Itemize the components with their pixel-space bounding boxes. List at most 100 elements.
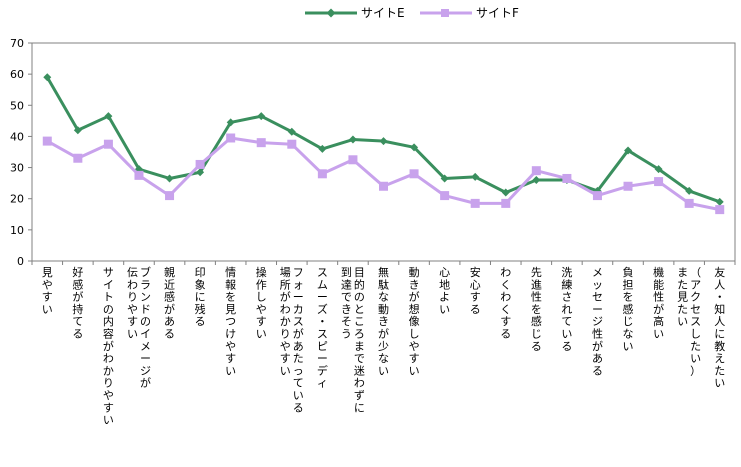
- x-category-text: フォーカスがあたっている: [293, 266, 304, 414]
- data-point: [73, 126, 82, 135]
- y-axis: 0 10 20 30 40 50 60 70: [10, 37, 32, 268]
- data-point: [134, 170, 144, 180]
- x-category-label: 情報を見つけやすい: [225, 266, 236, 377]
- data-point: [256, 138, 266, 148]
- x-category-label: 動きが想像しやすい: [409, 265, 420, 377]
- x-category-label: （アクセスしたい）また見たい: [677, 266, 701, 377]
- plot-border: [31, 42, 736, 262]
- x-category-text: 機能性が高い: [653, 265, 664, 341]
- x-category-text: 親近感がある: [164, 266, 175, 341]
- x-category-text: 到達できそう: [341, 266, 352, 341]
- x-category-text: サイトの内容がわかりやすい: [103, 266, 114, 427]
- x-category-text: 印象に残る: [195, 266, 206, 328]
- x-category-label: 操作しやすい: [256, 265, 267, 341]
- x-category-text: 洗練されている: [561, 266, 572, 353]
- data-point: [685, 186, 694, 195]
- data-point: [287, 127, 296, 136]
- x-category-label: メッセージ性がある: [592, 266, 603, 377]
- legend-label-f: サイトF: [476, 6, 519, 20]
- x-category-label: 印象に残る: [195, 266, 206, 328]
- x-category-text: 見やすい: [42, 266, 53, 316]
- x-category-label: 洗練されている: [561, 266, 572, 353]
- y-tick-label: 0: [17, 255, 24, 268]
- y-tick-label: 30: [10, 162, 24, 175]
- data-point: [623, 181, 633, 191]
- data-point: [317, 169, 327, 179]
- y-tick-label: 20: [10, 193, 24, 206]
- x-category-label: 先進性を感じる: [531, 266, 542, 353]
- data-point: [562, 173, 572, 183]
- data-point: [42, 136, 52, 146]
- data-point: [287, 139, 297, 149]
- data-point: [654, 177, 664, 187]
- x-category-label: 安心する: [470, 265, 481, 316]
- data-point: [165, 191, 175, 201]
- x-category-text: 目的のところまで迷わずに: [354, 266, 365, 414]
- data-point: [471, 172, 480, 181]
- data-point: [318, 144, 327, 153]
- data-point: [410, 143, 419, 152]
- x-category-label: 心地よい: [439, 266, 450, 316]
- legend: サイトE サイトF: [305, 6, 519, 20]
- y-tick-label: 70: [10, 37, 24, 50]
- x-category-text: 安心する: [470, 265, 481, 316]
- x-category-label: 機能性が高い: [653, 265, 664, 341]
- series-e: [43, 73, 724, 206]
- x-category-text: 心地よい: [439, 266, 450, 316]
- x-axis: 見やすい 好感が持てる サイトの内容がわかりやすい ブランドのイメージが伝わりやすい親…: [31, 261, 736, 427]
- data-point: [532, 176, 541, 185]
- data-point: [501, 188, 510, 197]
- x-category-label: 好感が持てる: [72, 265, 83, 341]
- x-category-label: スムーズ・スピーディ: [317, 266, 328, 390]
- data-point: [379, 137, 388, 146]
- y-tick-label: 50: [10, 99, 24, 112]
- data-point: [715, 205, 725, 215]
- data-point: [257, 112, 266, 121]
- x-category-text: 好感が持てる: [72, 265, 83, 341]
- data-point: [165, 174, 174, 183]
- x-category-label: 親近感がある: [164, 266, 175, 341]
- legend-entry-e: サイトE: [305, 6, 405, 20]
- data-point: [440, 191, 450, 201]
- data-point: [196, 168, 205, 177]
- data-point: [440, 174, 449, 183]
- y-tick-label: 40: [10, 130, 24, 143]
- plot-area: [31, 42, 736, 262]
- legend-entry-f: サイトF: [420, 6, 519, 20]
- x-category-text: 操作しやすい: [256, 265, 267, 341]
- x-category-text: 負担を感じない: [623, 266, 634, 353]
- data-point: [592, 191, 602, 201]
- x-category-text: わくわくする: [500, 266, 511, 341]
- data-point: [104, 112, 113, 121]
- data-point: [348, 155, 358, 165]
- x-category-label: 負担を感じない: [623, 266, 634, 353]
- x-category-text: また見たい: [677, 266, 688, 328]
- y-tick-label: 60: [10, 68, 24, 81]
- data-point: [531, 166, 541, 176]
- y-tick-label: 10: [10, 224, 24, 237]
- data-point: [684, 198, 694, 208]
- data-point: [43, 73, 52, 82]
- data-point: [409, 169, 419, 179]
- data-point: [73, 153, 83, 163]
- data-point: [624, 146, 633, 155]
- x-category-text: 情報を見つけやすい: [225, 266, 236, 377]
- x-category-label: 見やすい: [42, 266, 53, 316]
- series-f: [42, 133, 725, 215]
- x-category-text: （アクセスしたい）: [690, 266, 701, 377]
- x-category-label: 無駄な動きが少ない: [378, 265, 389, 377]
- legend-label-e: サイトE: [361, 6, 405, 20]
- x-category-text: メッセージ性がある: [592, 266, 603, 377]
- x-category-text: 無駄な動きが少ない: [378, 265, 389, 377]
- data-point: [195, 159, 205, 169]
- x-category-text: 動きが想像しやすい: [409, 265, 420, 377]
- data-point: [226, 133, 236, 143]
- x-category-text: 伝わりやすい: [127, 266, 138, 341]
- data-point: [654, 165, 663, 174]
- series-line: [46, 136, 721, 212]
- x-category-label: わくわくする: [500, 266, 511, 341]
